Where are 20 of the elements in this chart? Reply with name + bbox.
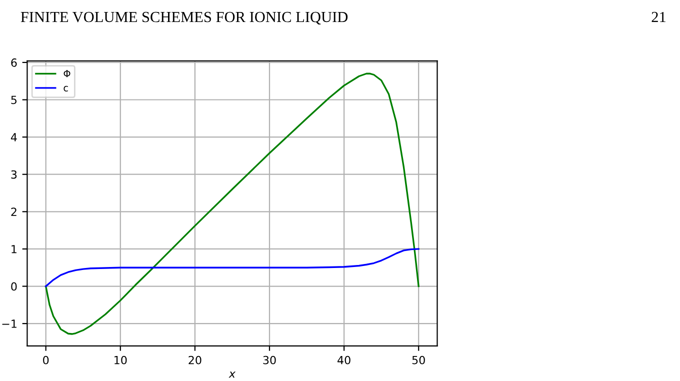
y-tick-label: −1 — [2, 320, 16, 328]
x-tick-label: 50 — [412, 356, 425, 364]
y-tick-label: 5 — [11, 96, 17, 104]
legend-label: c — [64, 86, 68, 92]
line-series — [45, 248, 420, 288]
y-tick-label: 4 — [10, 133, 17, 142]
x-tick-label: 20 — [188, 356, 202, 364]
x-axis-title: x — [228, 372, 236, 378]
x-tick-label: 0 — [43, 356, 49, 364]
y-tick-label: 3 — [11, 170, 17, 179]
y-tick-label: 0 — [11, 282, 17, 291]
y-tick-label: 1 — [12, 245, 16, 254]
x-tick-label: 10 — [114, 356, 127, 364]
text: 21 — [652, 12, 666, 22]
y-tick-label: 6 — [11, 58, 17, 67]
y-tick-label: 2 — [11, 208, 16, 216]
legend-label: Φ — [64, 70, 70, 78]
x-tick-label: 40 — [338, 356, 350, 364]
text: FINITE VOLUME SCHEMES FOR IONIC LIQUID — [20, 12, 348, 25]
x-tick-label: 30 — [263, 356, 276, 364]
